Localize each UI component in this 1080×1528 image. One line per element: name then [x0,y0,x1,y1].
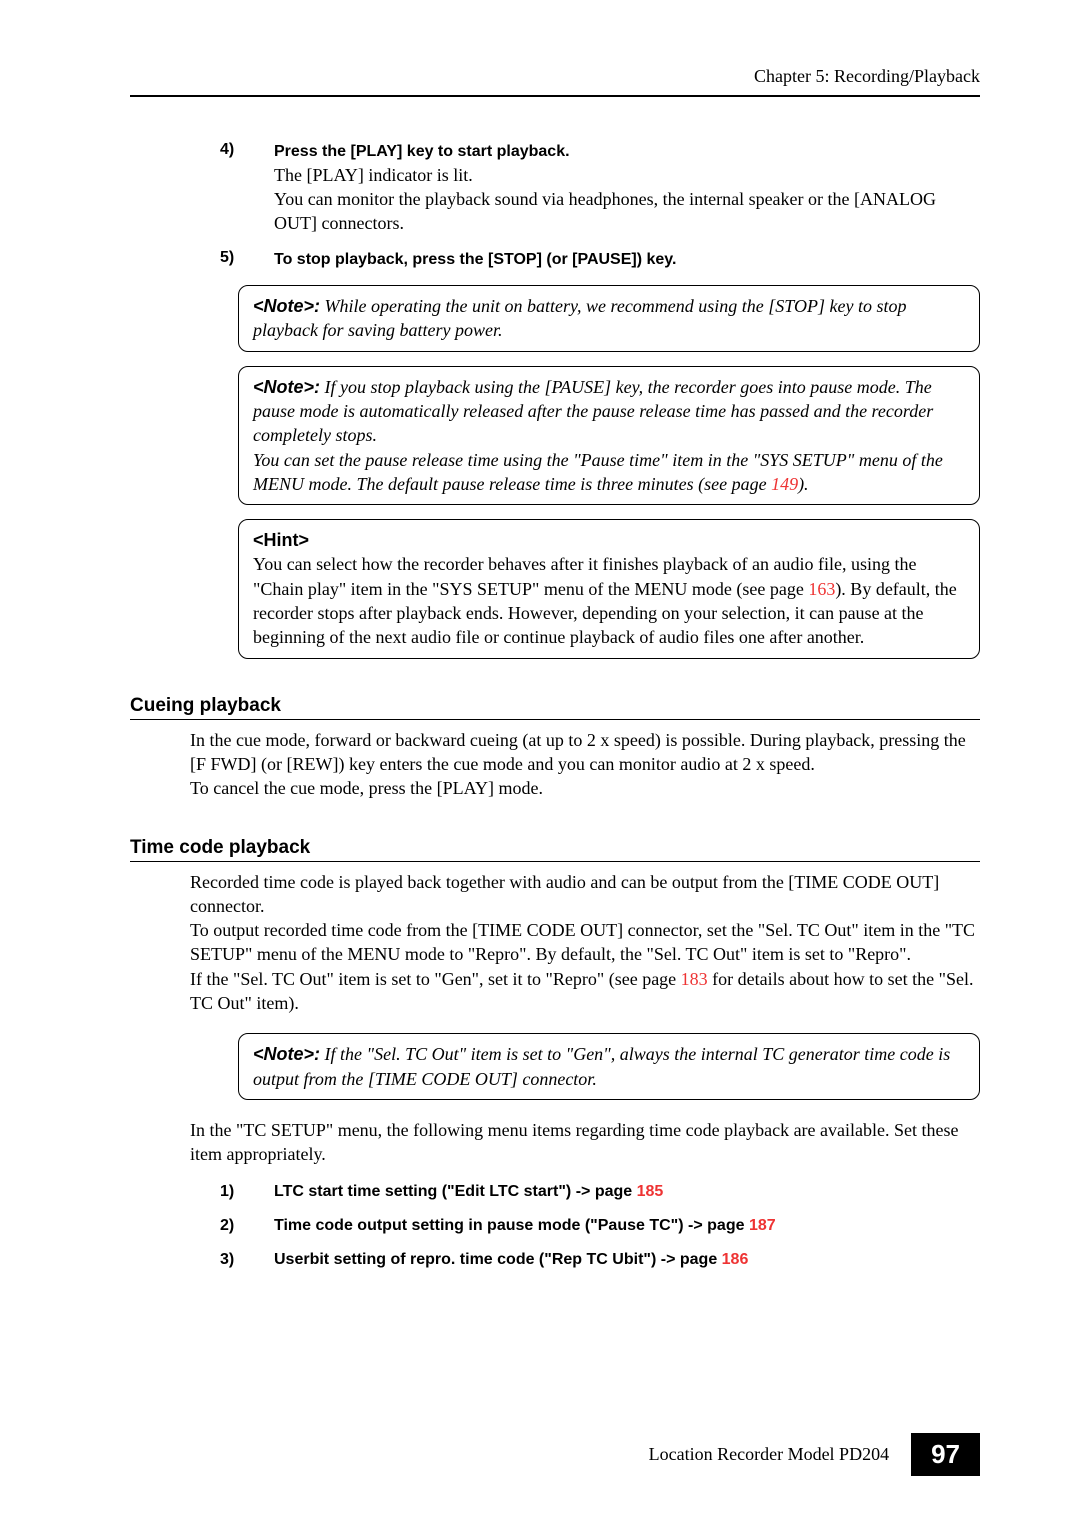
paragraph: If the "Sel. TC Out" item is set to "Gen… [190,967,980,1016]
note-text-part: You can set the pause release time using… [253,450,943,494]
step-text: The [PLAY] indicator is lit. [274,163,980,187]
note-box-3: <Note>: If the "Sel. TC Out" item is set… [238,1033,980,1100]
page-ref-link[interactable]: 185 [637,1183,664,1200]
header-rule [130,95,980,97]
page-ref-link[interactable]: 183 [681,969,708,989]
hint-box: <Hint> You can select how the recorder b… [238,519,980,658]
note-text-part: ). [798,474,809,494]
hint-label: <Hint> [253,528,965,552]
list-text: Userbit setting of repro. time code ("Re… [274,1251,748,1269]
section-heading-timecode: Time code playback [130,837,980,859]
step-text: You can monitor the playback sound via h… [274,187,980,236]
step-number: 4) [220,141,274,235]
page-number: 97 [911,1433,980,1476]
step-number: 5) [220,249,274,271]
page-ref-link[interactable]: 163 [808,579,835,599]
list-text-part: Userbit setting of repro. time code ("Re… [274,1251,722,1268]
paragraph: In the cue mode, forward or backward cue… [190,728,980,777]
note-text: If you stop playback using the [PAUSE] k… [253,377,933,446]
step-body: To stop playback, press the [STOP] (or [… [274,249,980,271]
list-text: Time code output setting in pause mode (… [274,1217,776,1235]
note-box-1: <Note>: While operating the unit on batt… [238,285,980,352]
timecode-body: Recorded time code is played back togeth… [190,870,980,1016]
tc-intro: In the "TC SETUP" menu, the following me… [190,1118,980,1167]
note-label: <Note>: [253,377,320,397]
step-body: Press the [PLAY] key to start playback. … [274,141,980,235]
page-ref-link[interactable]: 186 [722,1251,749,1268]
list-number: 1) [220,1183,274,1201]
list-text: LTC start time setting ("Edit LTC start"… [274,1183,663,1201]
footer-text: Location Recorder Model PD204 [649,1444,889,1465]
list-text-part: Time code output setting in pause mode (… [274,1217,749,1234]
list-text-part: LTC start time setting ("Edit LTC start"… [274,1183,637,1200]
chapter-header: Chapter 5: Recording/Playback [130,66,980,87]
list-item-2: 2) Time code output setting in pause mod… [220,1217,980,1235]
note-text: If the "Sel. TC Out" item is set to "Gen… [253,1044,950,1088]
list-item-1: 1) LTC start time setting ("Edit LTC sta… [220,1183,980,1201]
note-text: While operating the unit on battery, we … [253,296,906,340]
paragraph: To output recorded time code from the [T… [190,918,980,967]
note-box-2: <Note>: If you stop playback using the [… [238,366,980,505]
note-text-line2: You can set the pause release time using… [253,448,965,497]
section-rule [130,861,980,862]
paragraph: To cancel the cue mode, press the [PLAY]… [190,776,980,800]
list-number: 2) [220,1217,274,1235]
note-label: <Note>: [253,296,320,316]
section-rule [130,719,980,720]
step-5: 5) To stop playback, press the [STOP] (o… [220,249,980,271]
step-title: Press the [PLAY] key to start playback. [274,141,980,163]
section-heading-cueing: Cueing playback [130,695,980,717]
paragraph: Recorded time code is played back togeth… [190,870,980,919]
footer: Location Recorder Model PD204 97 [649,1433,980,1476]
note-label: <Note>: [253,1044,320,1064]
page-ref-link[interactable]: 149 [771,474,798,494]
list-item-3: 3) Userbit setting of repro. time code (… [220,1251,980,1269]
step-title: To stop playback, press the [STOP] (or [… [274,249,980,271]
list-number: 3) [220,1251,274,1269]
page-ref-link[interactable]: 187 [749,1217,776,1234]
hint-text: You can select how the recorder behaves … [253,552,965,649]
text-part: If the "Sel. TC Out" item is set to "Gen… [190,969,681,989]
step-4: 4) Press the [PLAY] key to start playbac… [220,141,980,235]
cueing-body: In the cue mode, forward or backward cue… [190,728,980,801]
